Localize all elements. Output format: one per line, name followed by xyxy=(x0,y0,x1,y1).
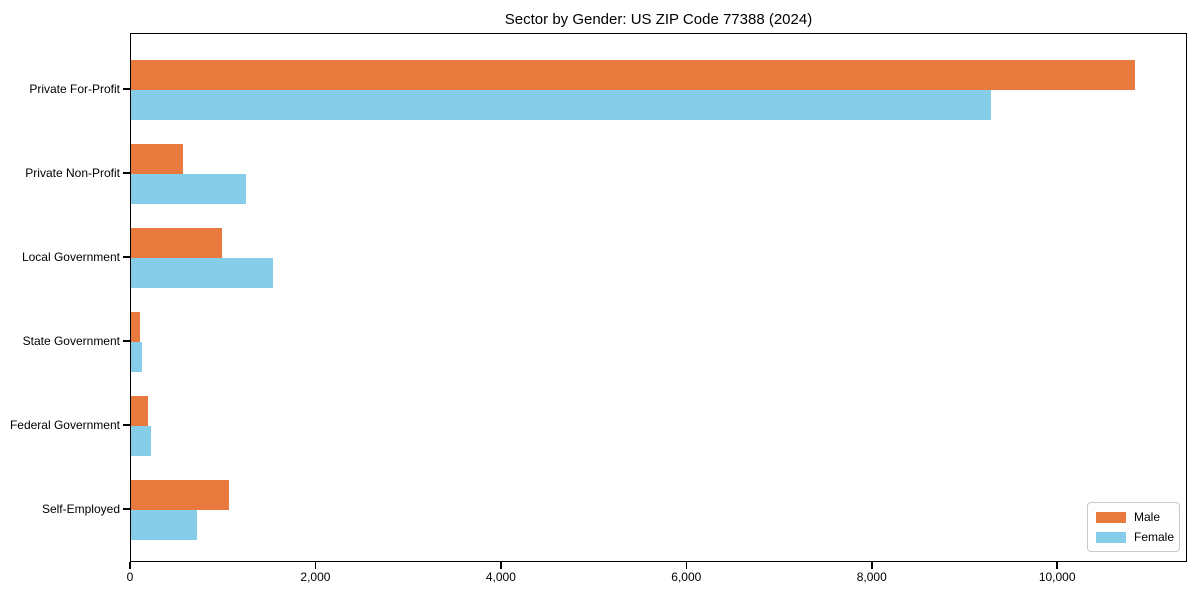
x-tick-mark xyxy=(500,562,502,569)
x-tick-label: 4,000 xyxy=(485,570,516,584)
bar-male xyxy=(131,312,141,342)
y-tick-mark xyxy=(123,256,130,258)
x-tick-label: 2,000 xyxy=(300,570,331,584)
x-tick-label: 10,000 xyxy=(1038,570,1076,584)
legend: Male Female xyxy=(1087,502,1180,552)
legend-label-female: Female xyxy=(1134,530,1175,544)
bar-male xyxy=(131,228,223,258)
y-tick-label: State Government xyxy=(22,334,120,348)
y-tick-label: Private Non-Profit xyxy=(25,166,120,180)
bar-male xyxy=(131,480,230,510)
x-tick-mark xyxy=(1056,562,1058,569)
bar-female xyxy=(131,510,198,540)
y-tick-mark xyxy=(123,508,130,510)
legend-item-male: Male xyxy=(1096,510,1171,524)
y-tick-mark xyxy=(123,172,130,174)
x-tick-mark xyxy=(870,562,873,569)
bar-female xyxy=(131,174,247,204)
y-tick-label: Private For-Profit xyxy=(29,82,120,96)
x-tick-mark xyxy=(314,562,317,569)
bar-female xyxy=(131,90,991,120)
bar-female xyxy=(131,258,273,288)
legend-swatch-female xyxy=(1096,531,1126,543)
x-tick-mark xyxy=(685,562,688,569)
bar-female xyxy=(131,426,152,456)
x-tick-label: 0 xyxy=(126,570,134,584)
bar-male xyxy=(131,396,148,426)
y-tick-label: Self-Employed xyxy=(41,502,120,516)
legend-swatch-male xyxy=(1096,511,1126,523)
legend-item-female: Female xyxy=(1096,530,1175,544)
x-tick-label: 6,000 xyxy=(671,570,702,584)
x-tick-label: 8,000 xyxy=(856,570,887,584)
bar-male xyxy=(131,144,184,174)
plot-area: Male Female xyxy=(130,33,1187,562)
bar-female xyxy=(131,342,143,372)
y-tick-mark xyxy=(123,88,130,90)
bar-male xyxy=(131,60,1136,90)
chart-title: Sector by Gender: US ZIP Code 77388 (202… xyxy=(504,11,813,28)
y-tick-mark xyxy=(123,424,130,426)
y-tick-mark xyxy=(123,340,130,342)
x-tick-mark xyxy=(129,562,131,569)
y-tick-label: Local Government xyxy=(21,250,120,264)
y-tick-label: Federal Government xyxy=(9,418,120,432)
legend-label-male: Male xyxy=(1134,510,1161,524)
